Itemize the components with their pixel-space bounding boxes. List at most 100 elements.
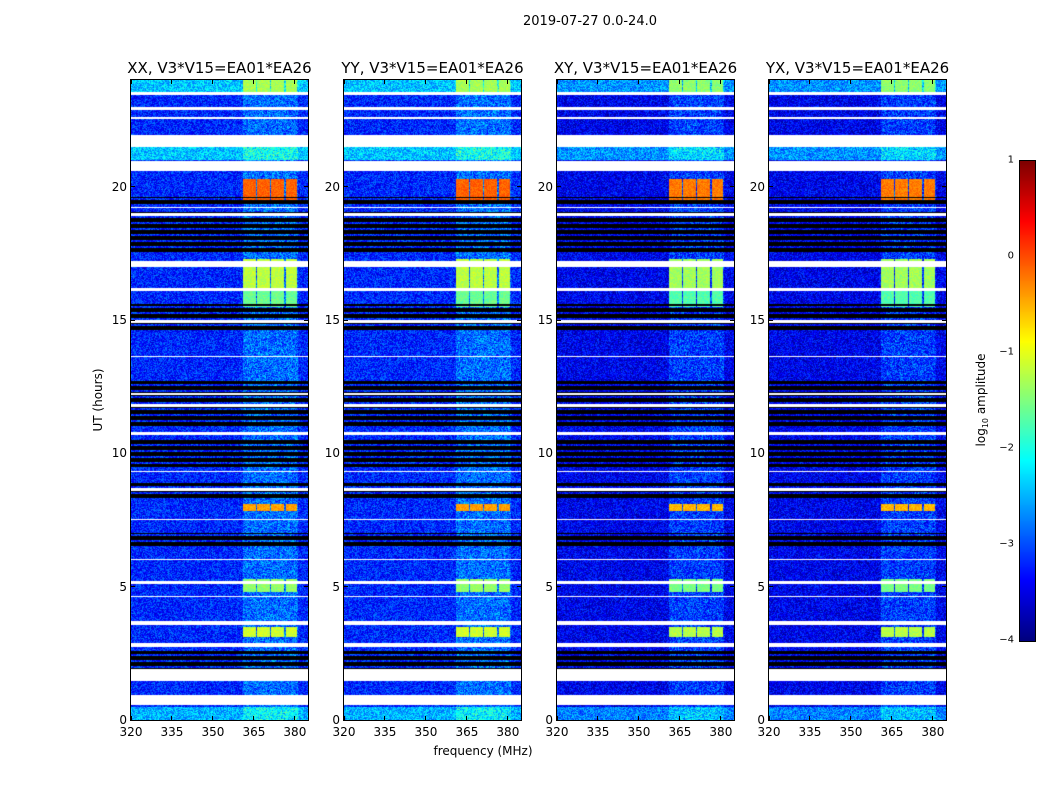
heatmap-image (344, 80, 521, 720)
y-tick-mark (769, 319, 773, 321)
y-tick-mark (942, 586, 946, 588)
x-tick-mark (212, 716, 214, 720)
y-tick-mark (769, 719, 773, 721)
x-tick-mark (638, 716, 640, 720)
x-tick-mark (343, 716, 345, 720)
x-axis-label: frequency (MHz) (433, 744, 533, 758)
x-tick-mark (679, 716, 681, 720)
panel-title: XX, V3*V15=EA01*EA26 (127, 59, 312, 77)
y-tick-label: 20 (749, 179, 765, 194)
y-tick-mark (344, 586, 348, 588)
y-tick-mark (557, 719, 561, 721)
y-tick-mark (131, 186, 135, 188)
x-tick-mark (679, 80, 681, 84)
y-tick-label: 10 (324, 446, 340, 461)
y-tick-mark (344, 319, 348, 321)
x-tick-mark (850, 80, 852, 84)
y-tick-mark (730, 186, 734, 188)
y-tick-label: 15 (111, 313, 127, 327)
x-tick-mark (130, 716, 132, 720)
y-tick-label: 0 (332, 713, 340, 727)
x-tick-label: 320 (332, 725, 356, 739)
y-tick-mark (730, 719, 734, 721)
y-tick-mark (517, 319, 521, 321)
heatmap-panel-yx (768, 79, 947, 721)
heatmap-panel-yy (343, 79, 522, 721)
x-tick-mark (597, 80, 599, 84)
y-tick-mark (304, 319, 308, 321)
colorbar-label-main: log (973, 428, 988, 447)
y-tick-mark (730, 452, 734, 454)
x-tick-mark (556, 716, 558, 720)
x-tick-mark (466, 80, 468, 84)
y-tick-mark (344, 186, 348, 188)
x-tick-mark (850, 716, 852, 720)
y-tick-mark (730, 586, 734, 588)
y-tick-mark (517, 586, 521, 588)
panel-title: XY, V3*V15=EA01*EA26 (553, 59, 738, 77)
x-tick-mark (466, 716, 468, 720)
heatmap-image (557, 80, 734, 720)
x-tick-mark (425, 80, 427, 84)
x-tick-label: 320 (119, 725, 143, 739)
y-tick-mark (769, 586, 773, 588)
colorbar (1019, 160, 1036, 642)
y-tick-label: 0 (757, 713, 765, 727)
y-tick-mark (517, 719, 521, 721)
x-tick-mark (809, 716, 811, 720)
x-tick-mark (597, 716, 599, 720)
y-tick-mark (131, 586, 135, 588)
x-tick-label: 365 (668, 725, 692, 739)
x-tick-label: 380 (709, 725, 733, 739)
x-tick-mark (809, 80, 811, 84)
colorbar-tick-label: 0 (1007, 250, 1014, 262)
heatmap-panel-xy (556, 79, 735, 721)
y-tick-label: 15 (749, 313, 765, 327)
heatmap-image (131, 80, 308, 720)
y-tick-label: 5 (757, 579, 765, 594)
y-tick-mark (557, 452, 561, 454)
y-tick-label: 5 (119, 579, 127, 594)
y-tick-label: 0 (119, 713, 127, 727)
x-tick-label: 365 (455, 725, 479, 739)
x-tick-label: 335 (798, 725, 822, 739)
y-tick-mark (769, 186, 773, 188)
x-tick-mark (768, 716, 770, 720)
y-tick-mark (557, 319, 561, 321)
x-tick-label: 380 (496, 725, 520, 739)
colorbar-tick-label: −2 (999, 442, 1014, 454)
x-tick-mark (171, 716, 173, 720)
x-tick-label: 335 (586, 725, 610, 739)
y-tick-label: 0 (545, 713, 553, 727)
y-tick-mark (517, 186, 521, 188)
x-tick-mark (638, 80, 640, 84)
x-tick-mark (720, 80, 722, 84)
y-tick-mark (557, 186, 561, 188)
heatmap-image (769, 80, 946, 720)
colorbar-tick-label: −3 (999, 538, 1014, 550)
x-tick-mark (130, 80, 132, 84)
x-tick-label: 335 (373, 725, 397, 739)
y-tick-mark (131, 719, 135, 721)
heatmap-panel-xx (130, 79, 309, 721)
y-tick-label: 5 (545, 579, 553, 594)
y-tick-label: 20 (537, 179, 553, 194)
y-tick-mark (517, 452, 521, 454)
colorbar-tick-label: 1 (1007, 154, 1014, 166)
x-tick-mark (343, 80, 345, 84)
y-tick-mark (557, 586, 561, 588)
y-tick-mark (304, 586, 308, 588)
x-tick-mark (294, 716, 296, 720)
x-tick-mark (768, 80, 770, 84)
figure-title: 2019-07-27 0.0-24.0 (523, 14, 657, 29)
colorbar-label: log10 amplitude (974, 354, 990, 447)
x-tick-label: 365 (880, 725, 904, 739)
x-tick-mark (384, 716, 386, 720)
x-tick-mark (425, 716, 427, 720)
x-tick-mark (932, 716, 934, 720)
y-tick-mark (304, 186, 308, 188)
y-tick-mark (730, 319, 734, 321)
y-tick-mark (942, 186, 946, 188)
y-tick-mark (942, 452, 946, 454)
x-tick-label: 350 (414, 725, 438, 739)
